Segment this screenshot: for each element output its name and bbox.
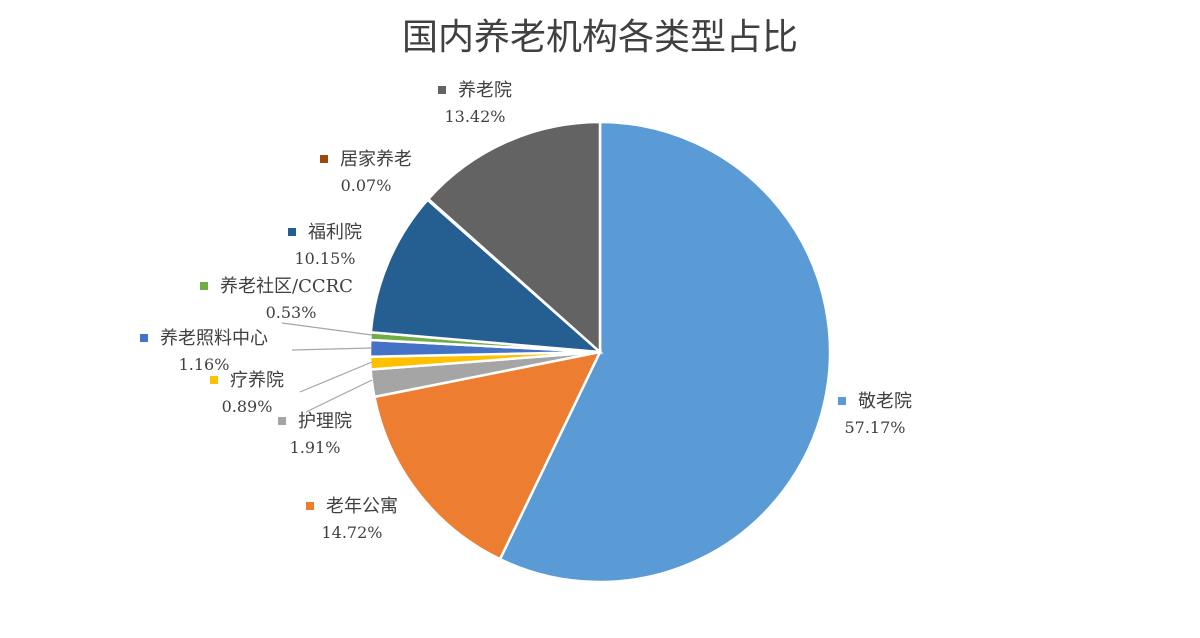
category-label-9: 养老院 <box>458 80 512 101</box>
data-labels: 敬老院 57.17% 老年公寓 14.72% 护理院 1.91% 疗养院 0.89% 养老照料中… <box>140 80 912 542</box>
category-label-5: 养老照料中心 <box>160 328 268 349</box>
value-label-6: 0.53% <box>266 303 317 322</box>
leader-line-3 <box>305 379 373 413</box>
leader-line-4 <box>299 361 373 393</box>
label-key-3 <box>278 417 286 425</box>
pie-slices <box>368 120 832 584</box>
category-label-6: 养老社区/CCRC <box>220 276 353 297</box>
value-label-1: 57.17% <box>844 418 905 437</box>
pie-slice-7 <box>369 197 604 354</box>
label-key-8 <box>320 155 328 163</box>
label-key-1 <box>838 397 846 405</box>
value-label-2: 14.72% <box>321 523 382 542</box>
label-key-2 <box>306 502 314 510</box>
category-label-7: 福利院 <box>308 222 362 243</box>
leader-line-5 <box>291 347 373 351</box>
label-key-4 <box>210 376 218 384</box>
leader-line-6 <box>281 322 373 336</box>
category-label-3: 护理院 <box>298 411 352 432</box>
pie-slice-2 <box>372 350 603 561</box>
value-label-4: 0.89% <box>222 397 273 416</box>
label-key-9 <box>438 86 446 94</box>
category-label-1: 敬老院 <box>858 391 912 412</box>
chart-title: 国内养老机构各类型占比 <box>401 17 798 58</box>
value-label-5: 1.16% <box>179 355 230 374</box>
pie-slice-9 <box>426 120 602 355</box>
value-label-8: 0.07% <box>341 176 392 195</box>
leader-lines <box>281 322 373 413</box>
label-key-5 <box>140 334 148 342</box>
label-key-6 <box>200 282 208 290</box>
label-key-7 <box>288 228 296 236</box>
pie-slice-1 <box>498 120 832 584</box>
category-label-2: 老年公寓 <box>326 496 398 517</box>
category-label-8: 居家养老 <box>340 149 412 170</box>
category-label-4: 疗养院 <box>230 370 284 391</box>
value-label-9: 13.42% <box>444 107 505 126</box>
value-label-7: 10.15% <box>294 249 355 268</box>
value-label-3: 1.91% <box>290 438 341 457</box>
